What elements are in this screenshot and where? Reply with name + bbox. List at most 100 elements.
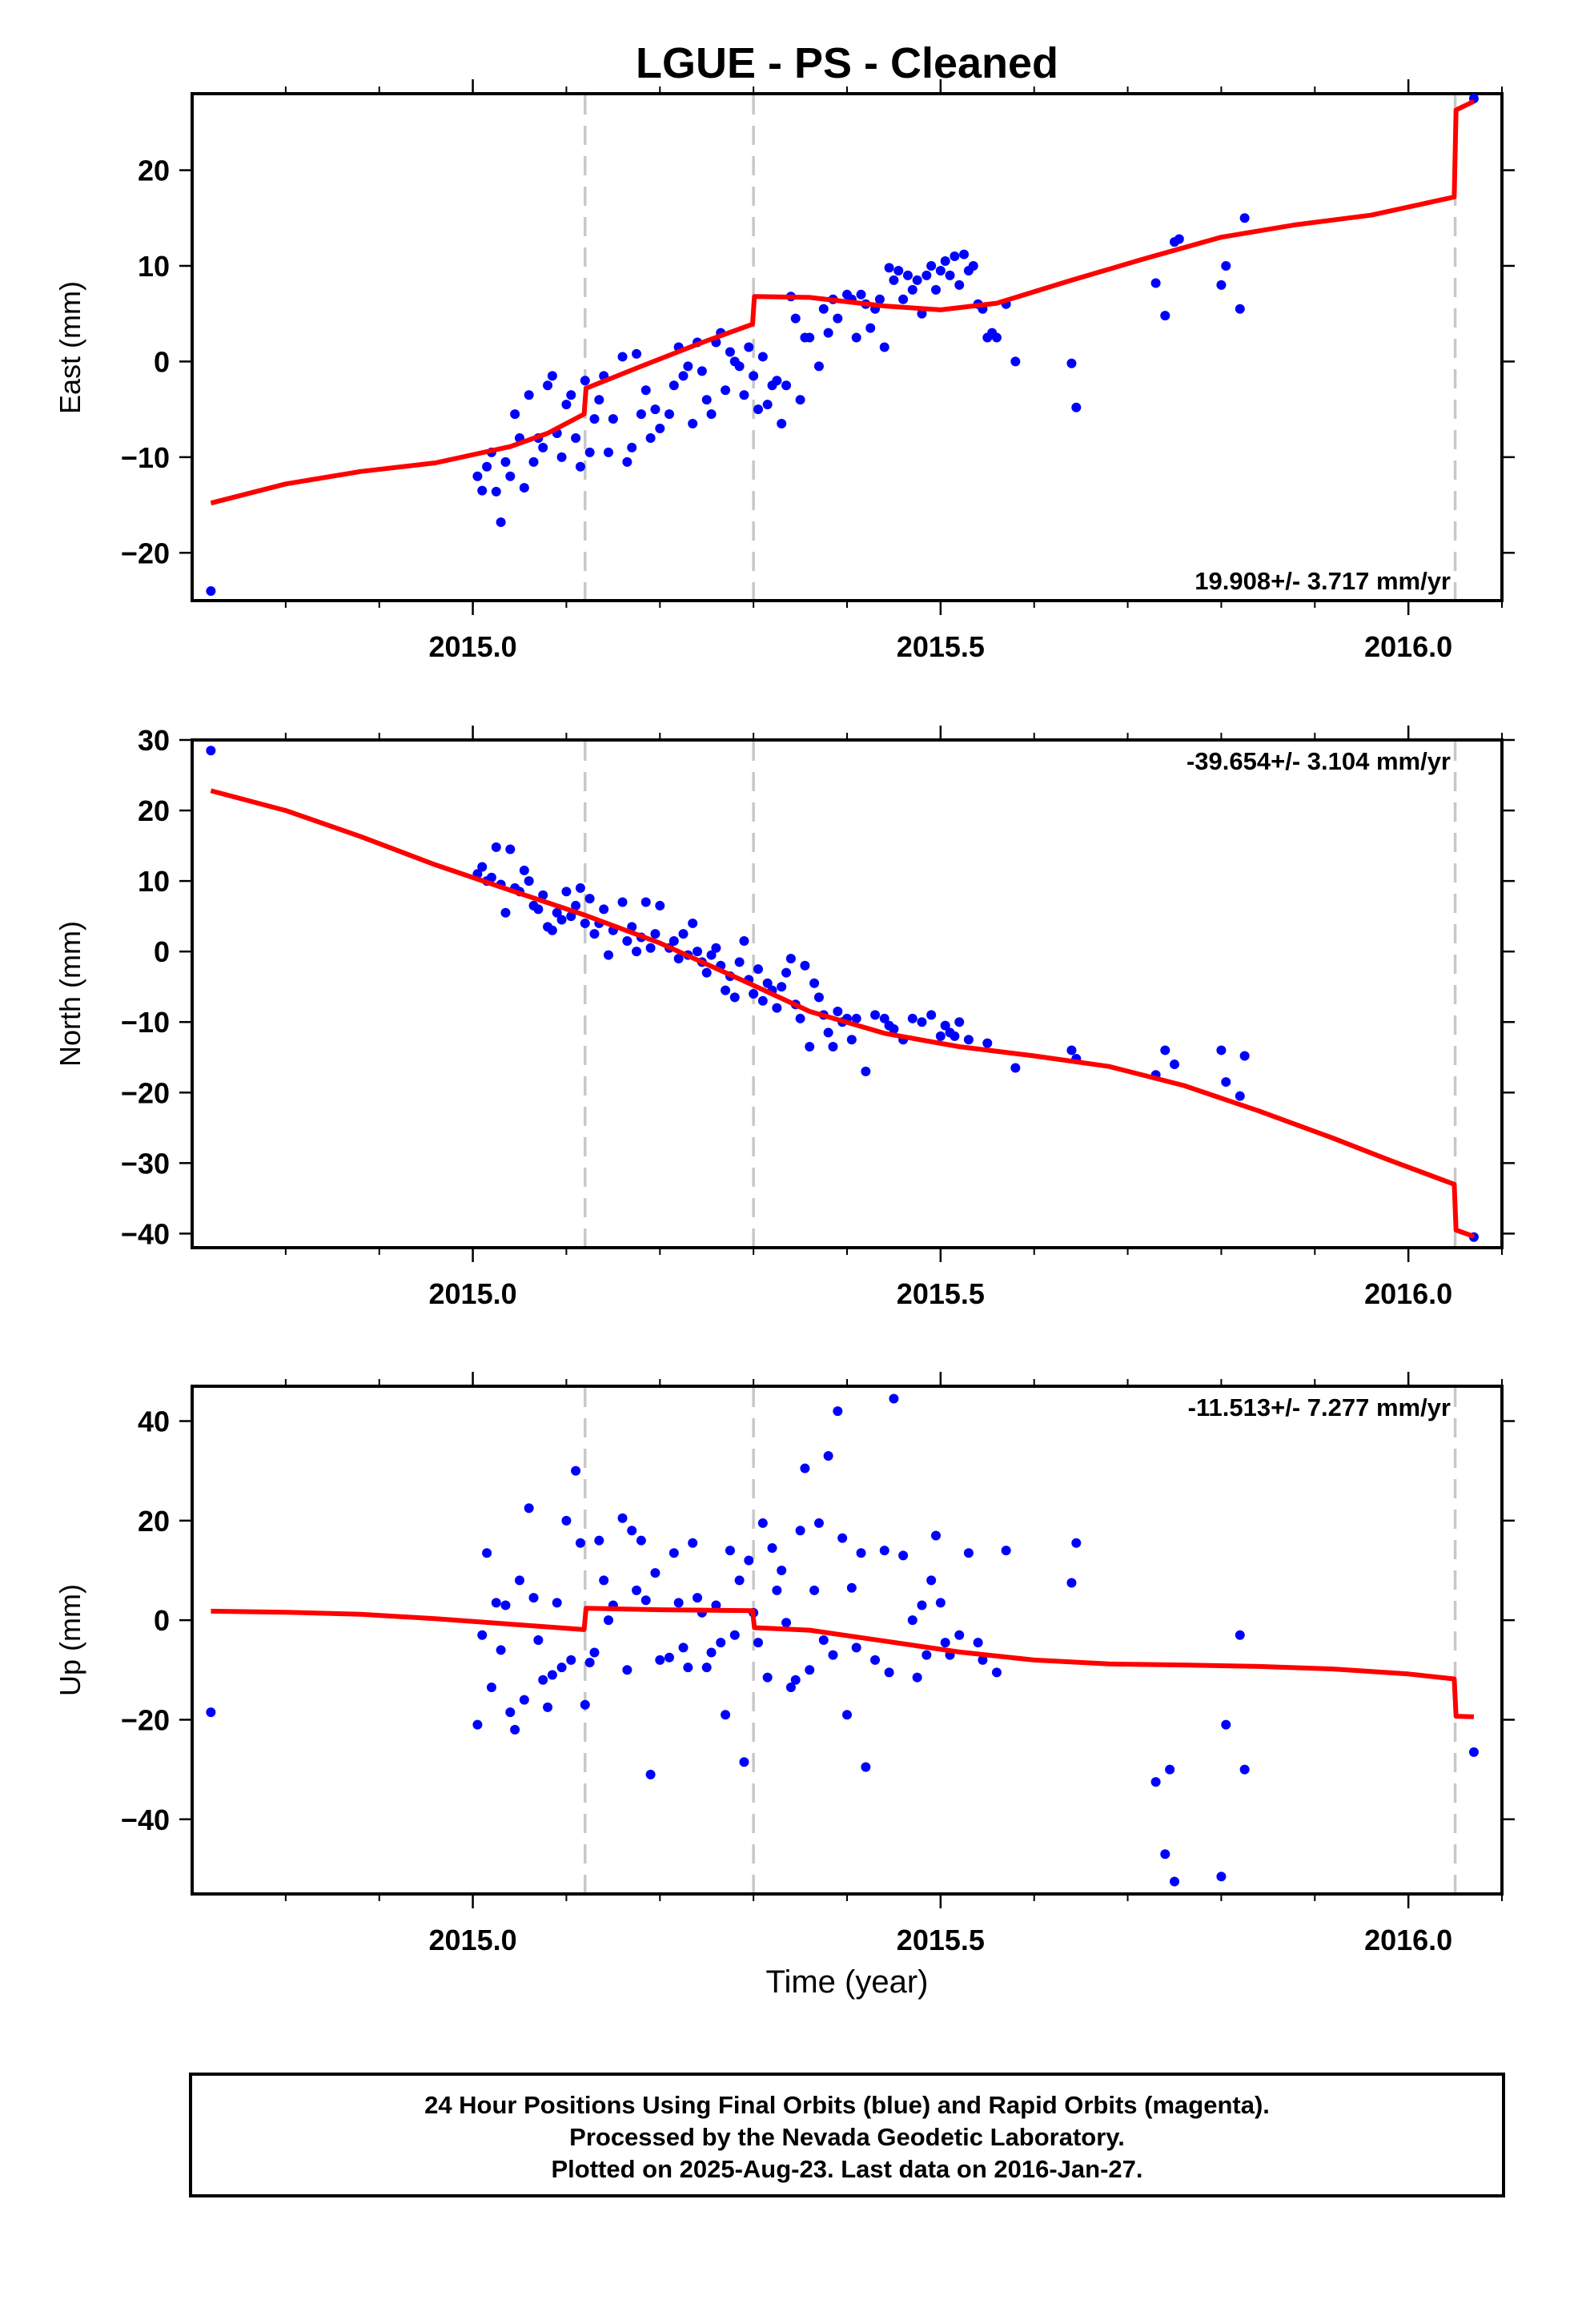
east-data-point <box>632 348 642 359</box>
east-data-point <box>762 400 773 410</box>
north-y-tick-label: −20 <box>121 1076 170 1109</box>
east-panel: East (mm) 2015.0 2015.5 2016.0 −20 −10 0 10 20 1… <box>54 79 1515 663</box>
north-data-point <box>828 1042 838 1052</box>
north-data-point <box>706 950 717 960</box>
north-data-point <box>701 967 712 978</box>
north-data-point <box>879 1013 889 1023</box>
up-data-point <box>650 1568 661 1578</box>
north-data-point <box>673 953 684 963</box>
east-data-point <box>753 404 763 415</box>
east-data-point <box>528 456 539 467</box>
north-data-point <box>571 900 581 911</box>
east-data-point <box>636 409 646 420</box>
east-data-point <box>954 279 965 290</box>
east-data-point <box>655 424 665 434</box>
east-data-point <box>1066 358 1077 368</box>
up-data-point <box>921 1650 932 1660</box>
east-data-point <box>757 352 768 362</box>
up-model-line <box>211 1606 1474 1719</box>
up-data-point <box>683 1663 693 1673</box>
north-data-point <box>669 935 679 946</box>
north-model-line <box>210 788 1475 1239</box>
up-data-point <box>809 1585 820 1595</box>
north-data-point <box>599 904 609 915</box>
footer-box <box>189 2073 1505 2197</box>
east-data-point <box>781 380 792 391</box>
up-data-point <box>931 1530 942 1541</box>
north-data-point <box>795 1013 805 1023</box>
north-data-point <box>781 967 792 978</box>
east-data-point <box>622 456 632 467</box>
east-data-point <box>959 249 970 259</box>
up-data-point <box>519 1695 529 1705</box>
east-data-point <box>823 328 833 338</box>
east-data-point <box>575 461 585 472</box>
north-data-point <box>584 894 595 904</box>
up-data-point <box>940 1638 950 1648</box>
east-data-point <box>940 256 950 267</box>
north-data-point <box>477 862 488 872</box>
up-data-point <box>935 1598 946 1608</box>
east-data-point <box>1010 356 1021 367</box>
north-data-point <box>640 897 651 907</box>
east-data-point <box>556 452 567 462</box>
north-data-point <box>721 985 731 995</box>
up-data-point <box>856 1548 866 1558</box>
up-data-point <box>561 1515 572 1526</box>
up-data-point <box>477 1630 488 1640</box>
up-data-point <box>472 1719 483 1730</box>
north-data-point <box>954 1017 965 1027</box>
east-data-point <box>917 308 927 319</box>
east-model-line <box>210 99 1476 506</box>
north-y-tick-label: 0 <box>154 935 170 968</box>
north-data-point <box>851 1013 861 1023</box>
north-data-point <box>650 929 661 939</box>
north-data-point <box>206 746 216 756</box>
east-data-point <box>931 284 942 295</box>
north-data-point <box>926 1010 937 1020</box>
north-data-point <box>757 995 768 1006</box>
up-data-point <box>669 1548 679 1558</box>
up-data-point <box>917 1600 927 1610</box>
east-data-point <box>818 304 829 314</box>
up-data-point <box>1165 1764 1175 1775</box>
north-y-tick-label: 20 <box>138 794 170 827</box>
north-data-point <box>693 947 703 957</box>
up-data-point <box>688 1538 698 1548</box>
footer-line-3: Plotted on 2025-Aug-23. Last data on 201… <box>551 2155 1142 2183</box>
north-rate-label: -39.654+/- 3.104 mm/yr <box>1186 747 1451 775</box>
east-data-point <box>683 361 693 372</box>
up-data-point <box>547 1670 557 1680</box>
east-data-point <box>734 361 745 372</box>
up-data-point <box>753 1638 763 1648</box>
up-data-point <box>627 1526 637 1536</box>
up-data-point <box>678 1642 689 1653</box>
east-data-point <box>650 404 661 415</box>
up-data-point <box>833 1406 843 1417</box>
up-data-point <box>926 1575 937 1586</box>
east-data-point <box>856 289 866 300</box>
up-data-point <box>884 1667 894 1678</box>
north-data-point <box>645 943 656 953</box>
east-data-point <box>500 456 511 467</box>
east-data-point <box>505 471 516 481</box>
up-data-point <box>575 1538 585 1548</box>
east-x-tick-label: 2015.5 <box>897 630 985 663</box>
up-data-point <box>861 1762 871 1772</box>
north-data-point <box>907 1013 917 1023</box>
north-data-point <box>729 992 740 1003</box>
east-data-point <box>1221 260 1231 271</box>
up-data-point <box>777 1565 787 1575</box>
up-data-point <box>1170 1876 1179 1887</box>
north-data-point <box>734 957 745 967</box>
up-data-point <box>1001 1546 1011 1556</box>
east-data-point <box>584 447 595 457</box>
north-data-point <box>823 1027 833 1038</box>
east-data-point <box>566 390 576 400</box>
up-data-point <box>604 1615 614 1626</box>
up-data-point <box>491 1598 501 1608</box>
east-data-point <box>912 275 922 285</box>
up-data-point <box>762 1672 773 1683</box>
east-data-point <box>701 395 712 405</box>
up-data-point <box>645 1769 656 1779</box>
